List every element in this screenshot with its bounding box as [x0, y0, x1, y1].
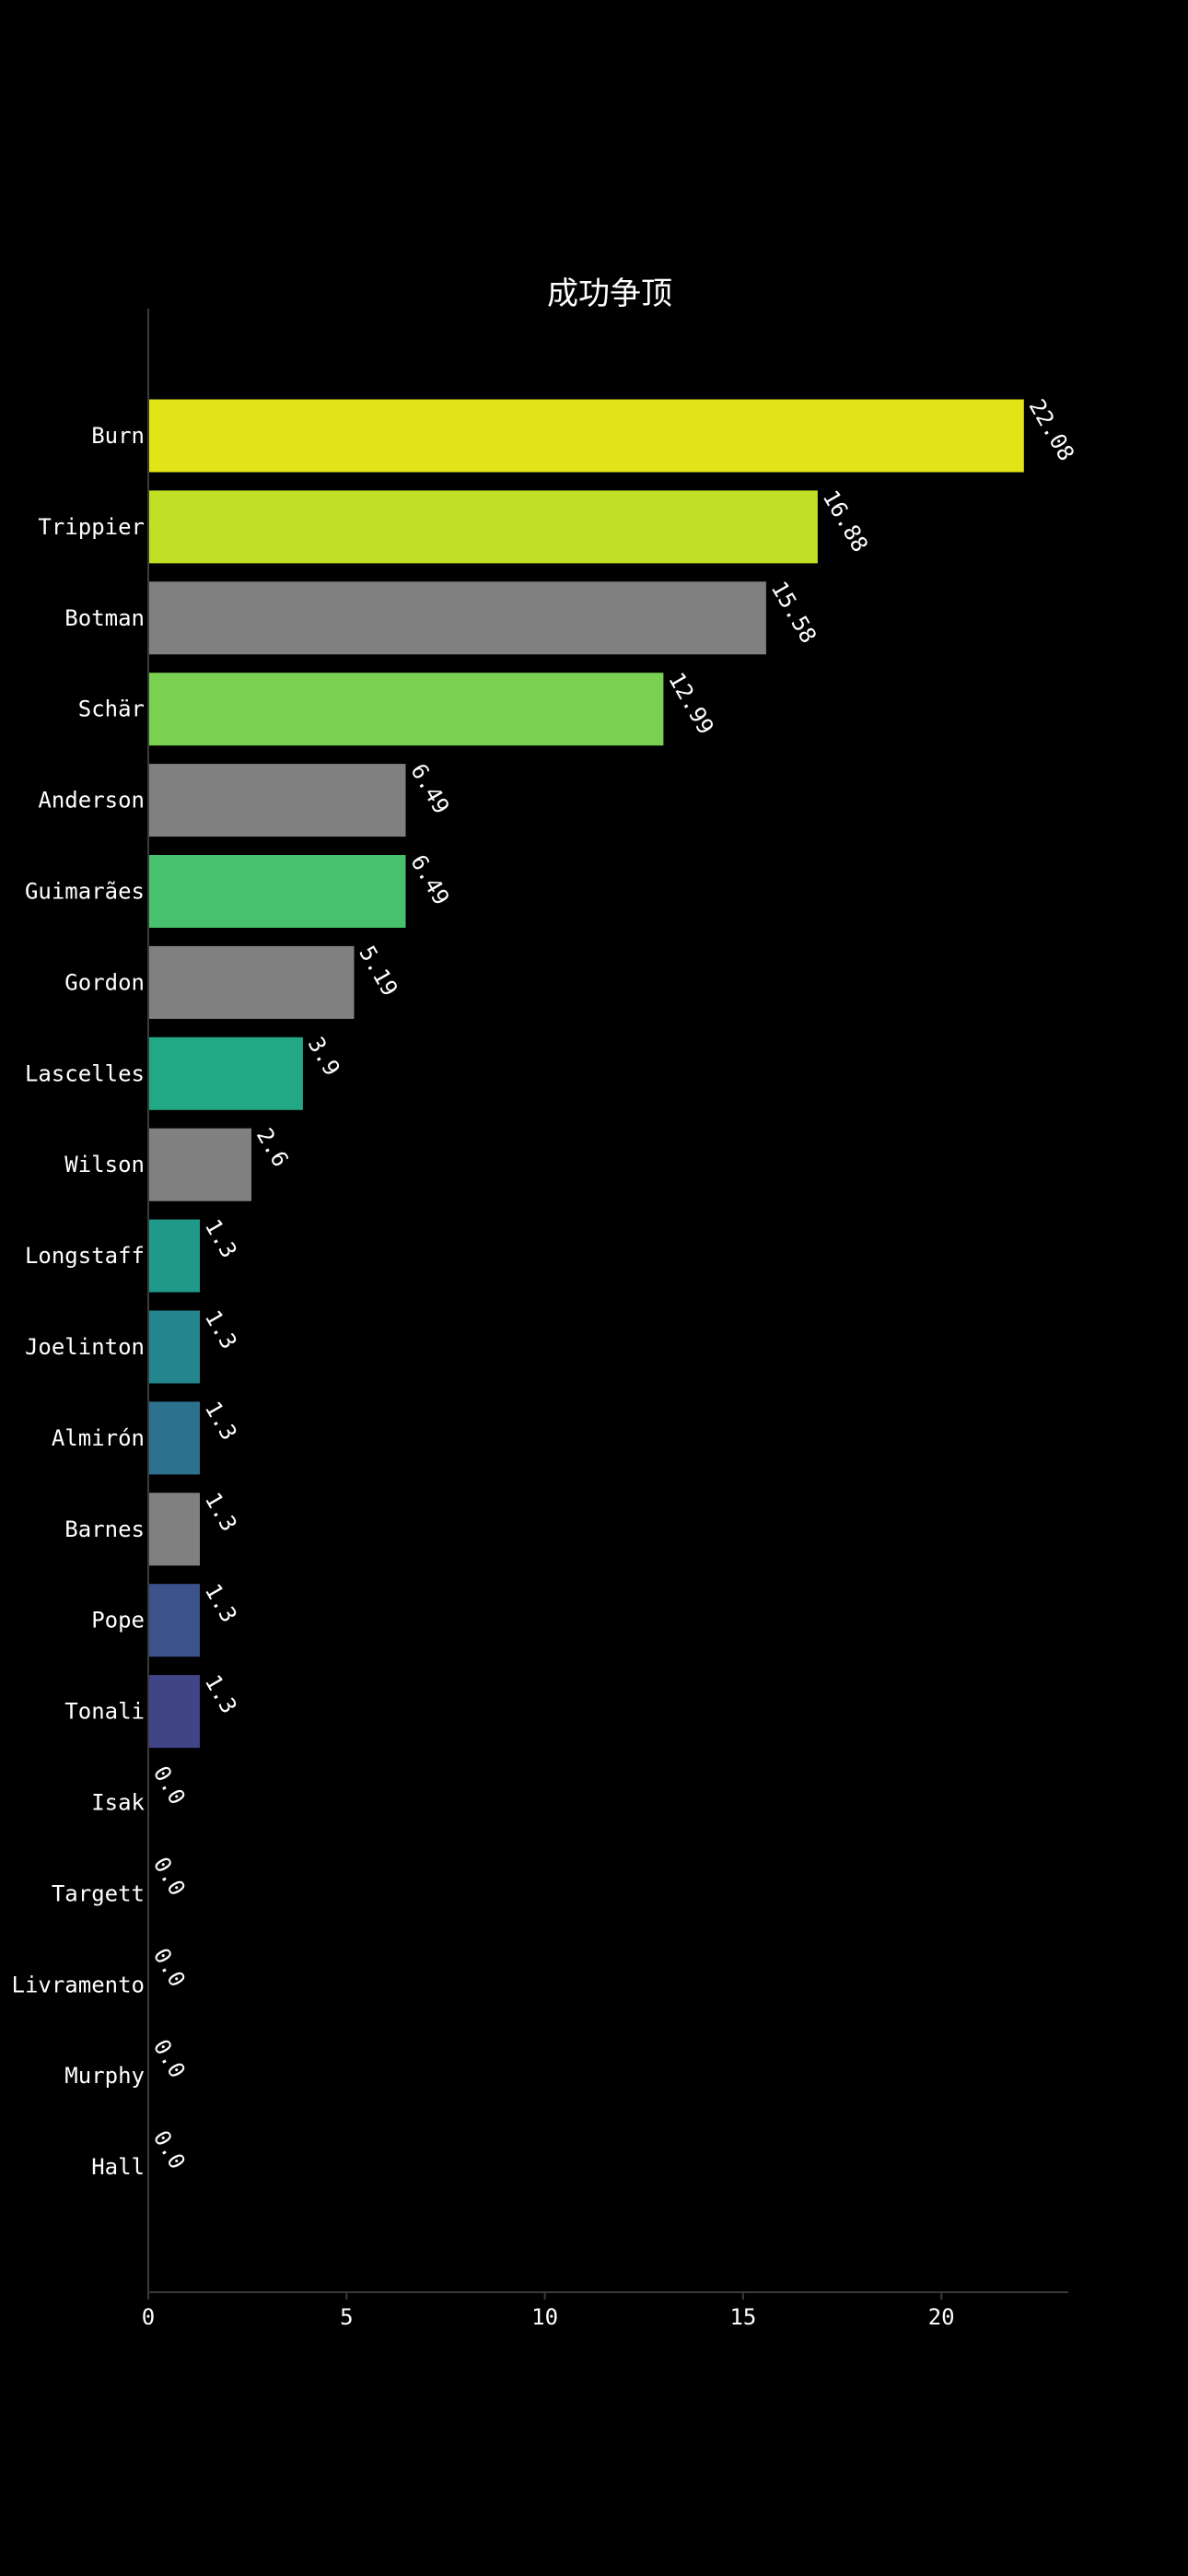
category-label-gordon: Gordon [64, 969, 145, 995]
category-label-murphy: Murphy [64, 2063, 145, 2089]
category-label-livramento: Livramento [12, 1972, 146, 1997]
chart-title: 成功争顶 [547, 275, 672, 312]
bar-guimar-es [148, 855, 406, 928]
category-label-sch-r: Schär [78, 697, 145, 722]
x-axis-ticks: 0 5 10 15 20 [142, 2292, 955, 2330]
bars-layer [148, 399, 1024, 1749]
value-label-anderson: 6.49 [405, 759, 454, 818]
value-label-almir-n: 1.3 [200, 1397, 242, 1445]
bar-trippier [148, 490, 818, 564]
value-label-targett: 0.0 [148, 1853, 191, 1901]
value-label-lascelles: 3.9 [303, 1033, 345, 1081]
category-label-joelinton: Joelinton [25, 1334, 145, 1360]
value-label-hall: 0.0 [148, 2126, 191, 2174]
value-label-tonali: 1.3 [200, 1670, 242, 1718]
bar-wilson [148, 1128, 251, 1201]
bar-gordon [148, 945, 355, 1019]
category-label-burn: Burn [91, 423, 145, 449]
value-label-joelinton: 1.3 [200, 1306, 242, 1354]
bar-longstaff [148, 1219, 200, 1293]
value-label-wilson: 2.6 [251, 1124, 294, 1172]
bar-anderson [148, 764, 406, 837]
category-label-longstaff: Longstaff [25, 1243, 145, 1269]
bar-botman [148, 581, 766, 655]
bar-tonali [148, 1675, 200, 1749]
value-labels-layer: 22.0816.8815.5812.996.496.495.193.92.61.… [148, 395, 1079, 2174]
category-label-isak: Isak [91, 1790, 145, 1816]
bar-barnes [148, 1493, 200, 1566]
value-label-longstaff: 1.3 [200, 1215, 242, 1263]
value-label-gordon: 5.19 [354, 942, 402, 1001]
category-label-barnes: Barnes [64, 1516, 145, 1542]
category-label-botman: Botman [64, 605, 145, 631]
category-label-lascelles: Lascelles [25, 1060, 145, 1086]
x-tick-label-5: 5 [340, 2304, 353, 2330]
value-label-isak: 0.0 [148, 1762, 191, 1809]
bar-almir-n [148, 1401, 200, 1475]
bar-burn [148, 399, 1024, 473]
value-label-barnes: 1.3 [200, 1488, 242, 1536]
bar-pope [148, 1584, 200, 1657]
bar-lascelles [148, 1036, 303, 1110]
category-labels-layer: Burn Trippier Botman Schär Anderson Guimarães… [12, 423, 146, 2180]
value-label-pope: 1.3 [200, 1579, 242, 1627]
category-label-pope: Pope [91, 1608, 145, 1633]
category-label-trippier: Trippier [38, 514, 145, 540]
value-label-sch-r: 12.99 [663, 668, 718, 739]
value-label-guimar-es: 6.49 [405, 850, 454, 909]
category-label-anderson: Anderson [38, 788, 145, 814]
value-label-burn: 22.08 [1024, 395, 1079, 466]
value-label-trippier: 16.88 [818, 486, 873, 556]
x-tick-label-0: 0 [142, 2304, 155, 2330]
x-tick-label-20: 20 [928, 2304, 955, 2330]
category-label-wilson: Wilson [64, 1152, 145, 1177]
category-label-hall: Hall [91, 2154, 145, 2180]
value-label-murphy: 0.0 [148, 2035, 191, 2083]
bar-joelinton [148, 1310, 200, 1384]
category-label-tonali: Tonali [64, 1699, 145, 1725]
value-label-botman: 15.58 [766, 577, 821, 648]
category-label-targett: Targett [52, 1880, 145, 1906]
x-tick-label-15: 15 [729, 2304, 756, 2330]
category-label-almir-n: Almirón [52, 1425, 145, 1451]
category-label-guimar-es: Guimarães [25, 879, 145, 905]
x-tick-label-10: 10 [531, 2304, 558, 2330]
bar-sch-r [148, 673, 664, 746]
value-label-livramento: 0.0 [148, 1944, 191, 1992]
